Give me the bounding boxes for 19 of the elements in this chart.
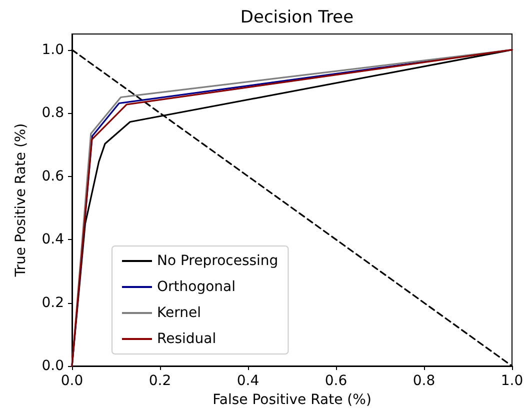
y-axis-title: True Positive Rate (%) (13, 123, 29, 278)
y-tick-label: 0.0 (42, 358, 64, 374)
x-axis-title: False Positive Rate (%) (212, 392, 372, 408)
legend-label: No Preprocessing (157, 253, 278, 269)
x-tick-label: 0.2 (148, 373, 172, 389)
legend-label: Residual (157, 331, 216, 347)
y-tick-label: 1.0 (42, 42, 64, 58)
legend-label: Kernel (157, 305, 201, 321)
y-tick-label: 0.8 (42, 105, 64, 122)
x-tick-label: 0.8 (412, 373, 436, 389)
x-tick-label: 0.6 (324, 373, 348, 389)
y-tick-label: 0.6 (42, 168, 64, 184)
y-tick-label: 0.4 (42, 232, 64, 248)
chart-title: Decision Tree (240, 8, 354, 28)
x-tick-label: 0.4 (236, 373, 260, 389)
legend-label: Orthogonal (157, 279, 236, 295)
x-tick-label: 1.0 (500, 373, 524, 389)
y-tick-label: 0.2 (42, 294, 64, 311)
x-tick-label: 0.0 (60, 373, 84, 389)
